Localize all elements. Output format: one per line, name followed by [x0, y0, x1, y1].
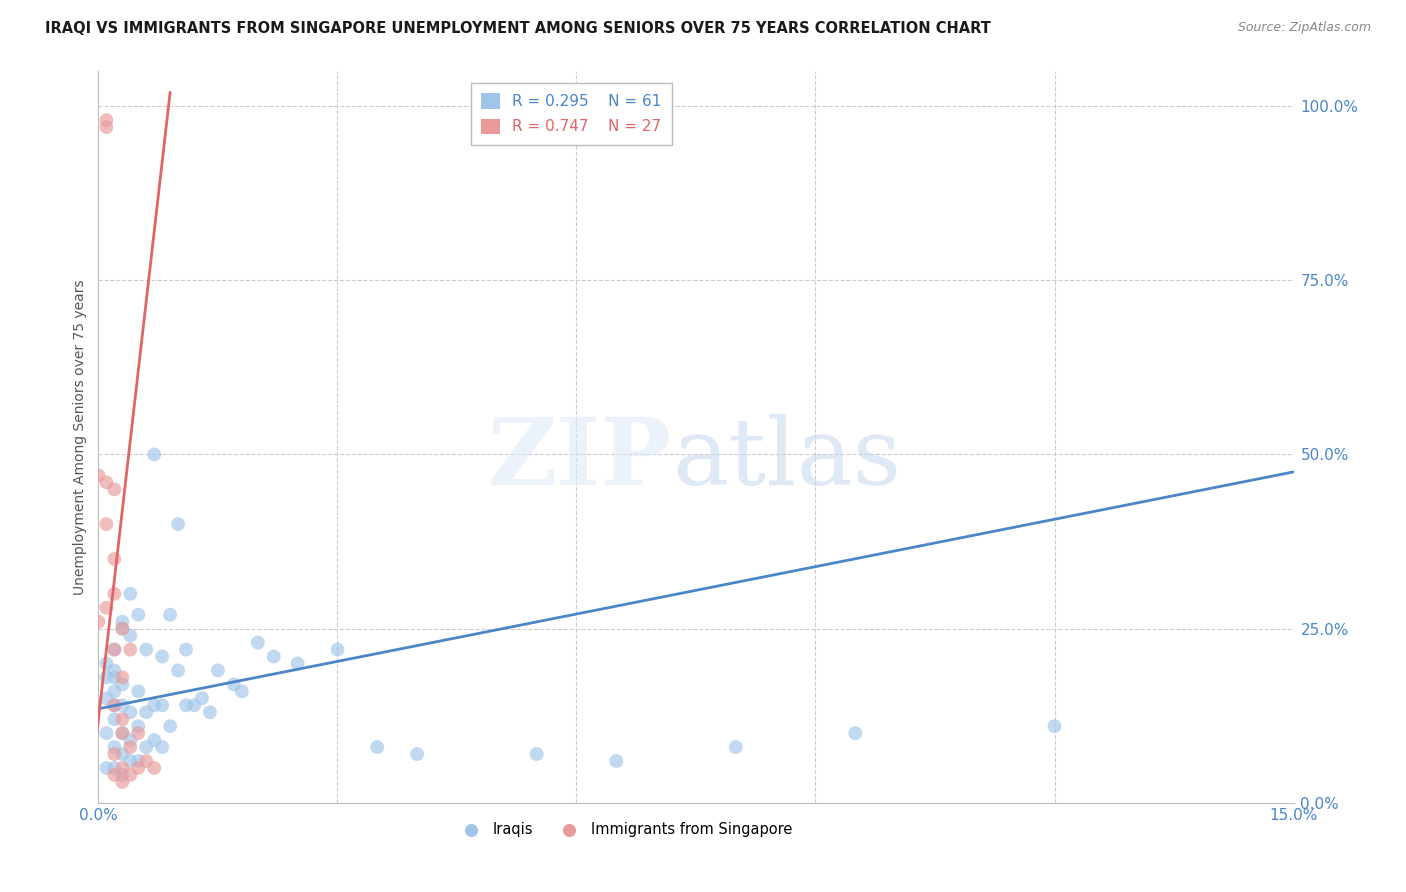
Point: [120, 740, 142, 755]
Point: [111, 712, 134, 726]
Point: [103, 670, 125, 684]
Point: [135, 754, 157, 768]
Point: [198, 705, 221, 719]
Point: [111, 622, 134, 636]
Point: [103, 698, 125, 713]
Point: [120, 587, 142, 601]
Point: [96, 600, 118, 615]
Point: [222, 677, 245, 691]
Point: [103, 761, 125, 775]
Point: [150, 698, 173, 713]
Point: [174, 698, 197, 713]
Text: atlas: atlas: [672, 414, 901, 504]
Point: [111, 622, 134, 636]
Point: [143, 761, 166, 775]
Point: [96, 113, 118, 128]
Point: [87, 615, 110, 629]
Point: [159, 719, 181, 733]
Point: [127, 754, 149, 768]
Text: IRAQI VS IMMIGRANTS FROM SINGAPORE UNEMPLOYMENT AMONG SENIORS OVER 75 YEARS CORR: IRAQI VS IMMIGRANTS FROM SINGAPORE UNEMP…: [45, 21, 991, 37]
Point: [96, 761, 118, 775]
Point: [96, 120, 118, 134]
Point: [231, 684, 253, 698]
Point: [111, 726, 134, 740]
Point: [111, 698, 134, 713]
Point: [150, 649, 173, 664]
Point: [844, 726, 866, 740]
Point: [111, 615, 134, 629]
Point: [103, 642, 125, 657]
Point: [111, 761, 134, 775]
Point: [120, 642, 142, 657]
Point: [96, 475, 118, 490]
Point: [326, 642, 349, 657]
Point: [143, 698, 166, 713]
Point: [96, 657, 118, 671]
Point: [96, 691, 118, 706]
Text: Source: ZipAtlas.com: Source: ZipAtlas.com: [1237, 21, 1371, 35]
Point: [111, 768, 134, 782]
Point: [127, 726, 149, 740]
Point: [103, 712, 125, 726]
Point: [111, 726, 134, 740]
Point: [111, 670, 134, 684]
Point: [120, 754, 142, 768]
Point: [96, 670, 118, 684]
Y-axis label: Unemployment Among Seniors over 75 years: Unemployment Among Seniors over 75 years: [73, 279, 87, 595]
Point: [246, 635, 269, 649]
Point: [135, 642, 157, 657]
Point: [207, 664, 229, 678]
Point: [605, 754, 627, 768]
Point: [174, 642, 197, 657]
Point: [96, 726, 118, 740]
Point: [150, 740, 173, 755]
Point: [127, 761, 149, 775]
Point: [406, 747, 429, 761]
Point: [159, 607, 181, 622]
Point: [724, 740, 747, 755]
Point: [120, 705, 142, 719]
Point: [103, 483, 125, 497]
Point: [103, 740, 125, 755]
Point: [103, 747, 125, 761]
Point: [191, 691, 214, 706]
Point: [263, 649, 285, 664]
Legend: Iraqis, Immigrants from Singapore: Iraqis, Immigrants from Singapore: [450, 816, 799, 843]
Text: ZIP: ZIP: [488, 414, 672, 504]
Point: [143, 733, 166, 747]
Point: [111, 747, 134, 761]
Point: [120, 629, 142, 643]
Point: [366, 740, 388, 755]
Point: [103, 684, 125, 698]
Point: [120, 733, 142, 747]
Point: [526, 747, 548, 761]
Point: [183, 698, 205, 713]
Point: [87, 468, 110, 483]
Point: [127, 719, 149, 733]
Point: [111, 677, 134, 691]
Point: [96, 517, 118, 532]
Point: [103, 552, 125, 566]
Point: [103, 642, 125, 657]
Point: [287, 657, 309, 671]
Point: [143, 448, 166, 462]
Point: [135, 705, 157, 719]
Point: [103, 698, 125, 713]
Point: [167, 664, 190, 678]
Point: [103, 587, 125, 601]
Point: [127, 684, 149, 698]
Point: [103, 664, 125, 678]
Point: [135, 740, 157, 755]
Point: [111, 775, 134, 789]
Point: [120, 768, 142, 782]
Point: [127, 607, 149, 622]
Point: [167, 517, 190, 532]
Point: [1043, 719, 1066, 733]
Point: [103, 768, 125, 782]
